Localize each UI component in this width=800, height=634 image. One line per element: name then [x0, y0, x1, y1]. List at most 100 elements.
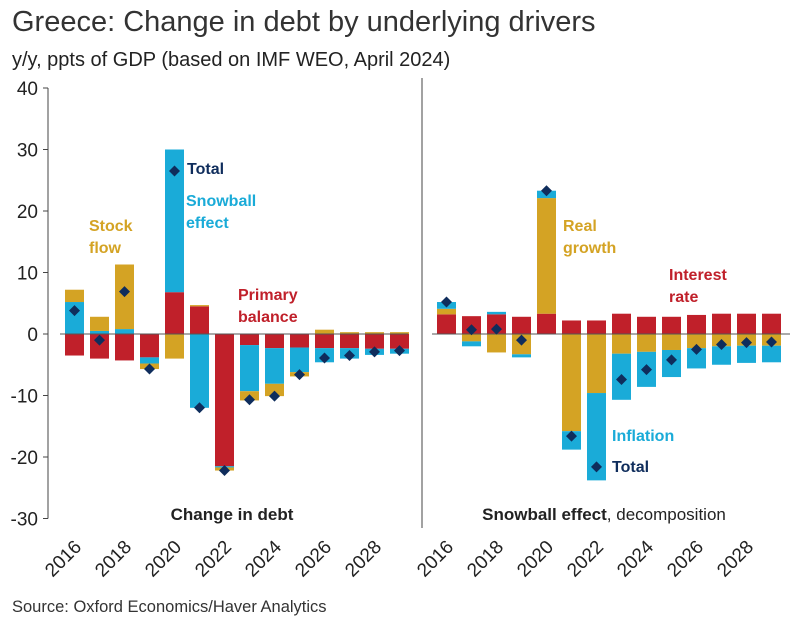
x-tick-label: 2028: [713, 537, 758, 582]
annotation-label: Total: [187, 161, 224, 178]
bar-inflation: [512, 354, 531, 358]
bar-stock-flow: [165, 334, 184, 359]
total-marker: [766, 336, 777, 348]
bar-snowball: [190, 334, 209, 408]
total-marker: [294, 369, 305, 381]
bar-primary-balance: [190, 306, 209, 334]
x-tick-label: 2020: [513, 537, 558, 582]
total-marker: [94, 334, 105, 346]
total-marker: [169, 165, 180, 177]
annotation-line: Total: [187, 161, 224, 178]
x-tick-label: 2022: [563, 537, 608, 582]
total-marker: [244, 394, 255, 406]
total-marker: [269, 390, 280, 402]
bar-inflation: [462, 341, 481, 347]
bar-interest-rate: [662, 316, 681, 334]
bar-inflation: [712, 346, 731, 365]
annotation-label: Interest rate: [669, 267, 727, 306]
x-tick-label: 2028: [341, 537, 386, 582]
x-tick-label: 2026: [291, 537, 336, 582]
total-marker: [641, 364, 652, 376]
bar-interest-rate: [712, 313, 731, 334]
annotation-label: Inflation: [612, 428, 674, 445]
total-marker: [516, 334, 527, 346]
bar-interest-rate: [512, 316, 531, 334]
total-marker: [491, 323, 502, 335]
bar-real-growth: [487, 334, 506, 353]
bar-primary-balance: [265, 334, 284, 349]
bar-snowball: [115, 329, 134, 334]
bar-real-growth: [562, 334, 581, 432]
total-marker: [616, 374, 627, 386]
panel-title-suffix: , decomposition: [607, 505, 726, 524]
total-marker: [119, 286, 130, 298]
x-tick-label: 2018: [91, 537, 136, 582]
annotation-line: Interest: [669, 267, 727, 284]
bar-real-growth: [587, 334, 606, 394]
total-marker: [144, 363, 155, 375]
annotation-line: flow: [89, 240, 122, 257]
bar-inflation: [487, 311, 506, 315]
x-tick-label: 2016: [41, 537, 86, 582]
annotation-line: balance: [238, 309, 298, 326]
annotation-label: Total: [612, 459, 649, 476]
bar-primary-balance: [140, 334, 159, 358]
bar-snowball: [140, 357, 159, 364]
bar-interest-rate: [737, 313, 756, 334]
y-tick-label: 10: [17, 264, 38, 285]
x-tick-label: 2026: [663, 537, 708, 582]
bar-interest-rate: [762, 313, 781, 334]
bar-snowball: [265, 348, 284, 384]
bar-stock-flow: [65, 289, 84, 303]
bar-primary-balance: [315, 334, 334, 349]
bar-real-growth: [637, 334, 656, 352]
annotation-line: Stock: [89, 218, 133, 235]
chart-title: Greece: Change in debt by underlying dri…: [12, 6, 596, 38]
bar-stock-flow: [265, 383, 284, 397]
total-marker: [466, 324, 477, 336]
y-tick-label: 30: [17, 141, 38, 162]
total-marker: [666, 354, 677, 366]
bar-inflation: [762, 345, 781, 363]
x-tick-label: 2020: [141, 537, 186, 582]
total-marker: [716, 338, 727, 350]
bar-primary-balance: [290, 334, 309, 348]
bar-primary-balance: [340, 334, 359, 349]
total-marker: [541, 185, 552, 197]
total-marker: [219, 465, 230, 477]
annotation-line: Snowball: [186, 193, 256, 210]
bar-real-growth: [437, 308, 456, 315]
x-tick-label: 2024: [241, 536, 286, 581]
bar-real-growth: [612, 334, 631, 354]
x-tick-label: 2016: [413, 537, 458, 582]
bar-real-growth: [462, 334, 481, 342]
total-marker: [194, 402, 205, 414]
annotation-line: Total: [612, 459, 649, 476]
bar-inflation: [737, 345, 756, 363]
bar-interest-rate: [437, 314, 456, 334]
total-marker: [344, 350, 355, 362]
annotation-label: Real growth: [563, 218, 616, 257]
annotation-label: Primary balance: [238, 287, 298, 326]
y-tick-label: -20: [11, 448, 38, 469]
annotation-line: growth: [563, 240, 616, 257]
source-note: Source: Oxford Economics/Haver Analytics: [12, 598, 327, 616]
bar-stock-flow: [190, 305, 209, 307]
bar-stock-flow: [90, 316, 109, 331]
total-marker: [691, 343, 702, 355]
y-tick-label: 20: [17, 202, 38, 223]
bar-real-growth: [537, 198, 556, 314]
annotation-label: Stock flow: [89, 218, 133, 257]
annotation-line: rate: [669, 289, 698, 306]
total-marker: [741, 337, 752, 349]
annotation-line: Inflation: [612, 428, 674, 445]
y-tick-label: -30: [11, 510, 38, 531]
x-tick-label: 2022: [191, 537, 236, 582]
bar-interest-rate: [637, 316, 656, 334]
chart-subtitle: y/y, ppts of GDP (based on IMF WEO, Apri…: [12, 49, 451, 71]
bar-primary-balance: [65, 334, 84, 356]
y-tick-label: -10: [11, 387, 38, 408]
annotation-line: effect: [186, 215, 229, 232]
total-marker: [69, 305, 80, 317]
x-tick-label: 2024: [613, 536, 658, 581]
